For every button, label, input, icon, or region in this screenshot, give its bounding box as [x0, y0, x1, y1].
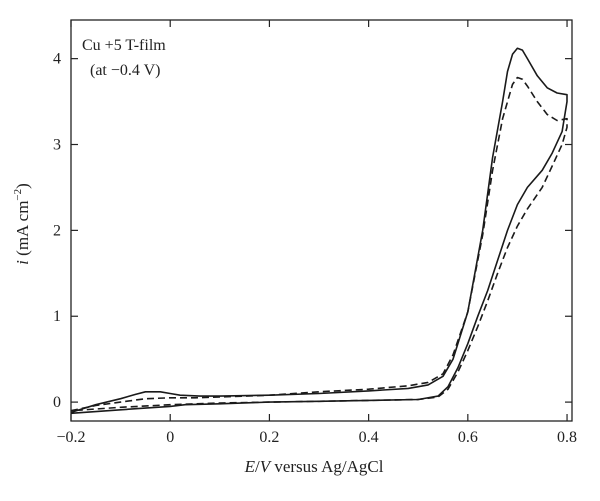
curve-group: [70, 47, 568, 415]
y-axis-label: i (mA cm−2): [12, 183, 32, 265]
x-axis-label-slash: /: [255, 457, 260, 476]
y-tick-label: 4: [53, 51, 61, 68]
cv-curve-solid: [70, 47, 568, 415]
annotation-line-1: Cu +5 T-film: [82, 37, 166, 54]
x-axis-label-v: V: [260, 457, 273, 476]
x-axis-label-e: E: [244, 457, 256, 476]
x-tick-label: 0.8: [557, 429, 577, 446]
y-axis-label-close: ): [13, 183, 32, 189]
y-tick-label: 0: [53, 394, 61, 411]
x-tick-label: −0.2: [56, 429, 85, 446]
y-axis-label-i: i: [13, 260, 32, 265]
plot-frame: [70, 19, 573, 422]
y-tick-label: 2: [53, 222, 61, 239]
annotation-line-2: (at −0.4 V): [90, 62, 161, 79]
x-tick-label: 0.6: [458, 429, 478, 446]
x-tick-label: 0: [166, 429, 174, 446]
x-axis-label-rest: versus Ag/AgCl: [270, 457, 384, 476]
y-tick-label: 1: [53, 308, 61, 325]
y-axis-label-exp: −2: [12, 189, 24, 201]
tick-group: −0.2 0 0.2 0.4 0.6 0.8 0 1 2 3 4: [53, 20, 577, 446]
y-tick-label: 3: [53, 137, 61, 154]
x-tick-label: 0.4: [359, 429, 379, 446]
x-axis-label: E/V versus Ag/AgCl: [244, 457, 384, 476]
cv-curve-dashed: [70, 76, 568, 412]
y-axis-label-rest: (mA cm: [13, 201, 32, 261]
x-tick-label: 0.2: [259, 429, 279, 446]
